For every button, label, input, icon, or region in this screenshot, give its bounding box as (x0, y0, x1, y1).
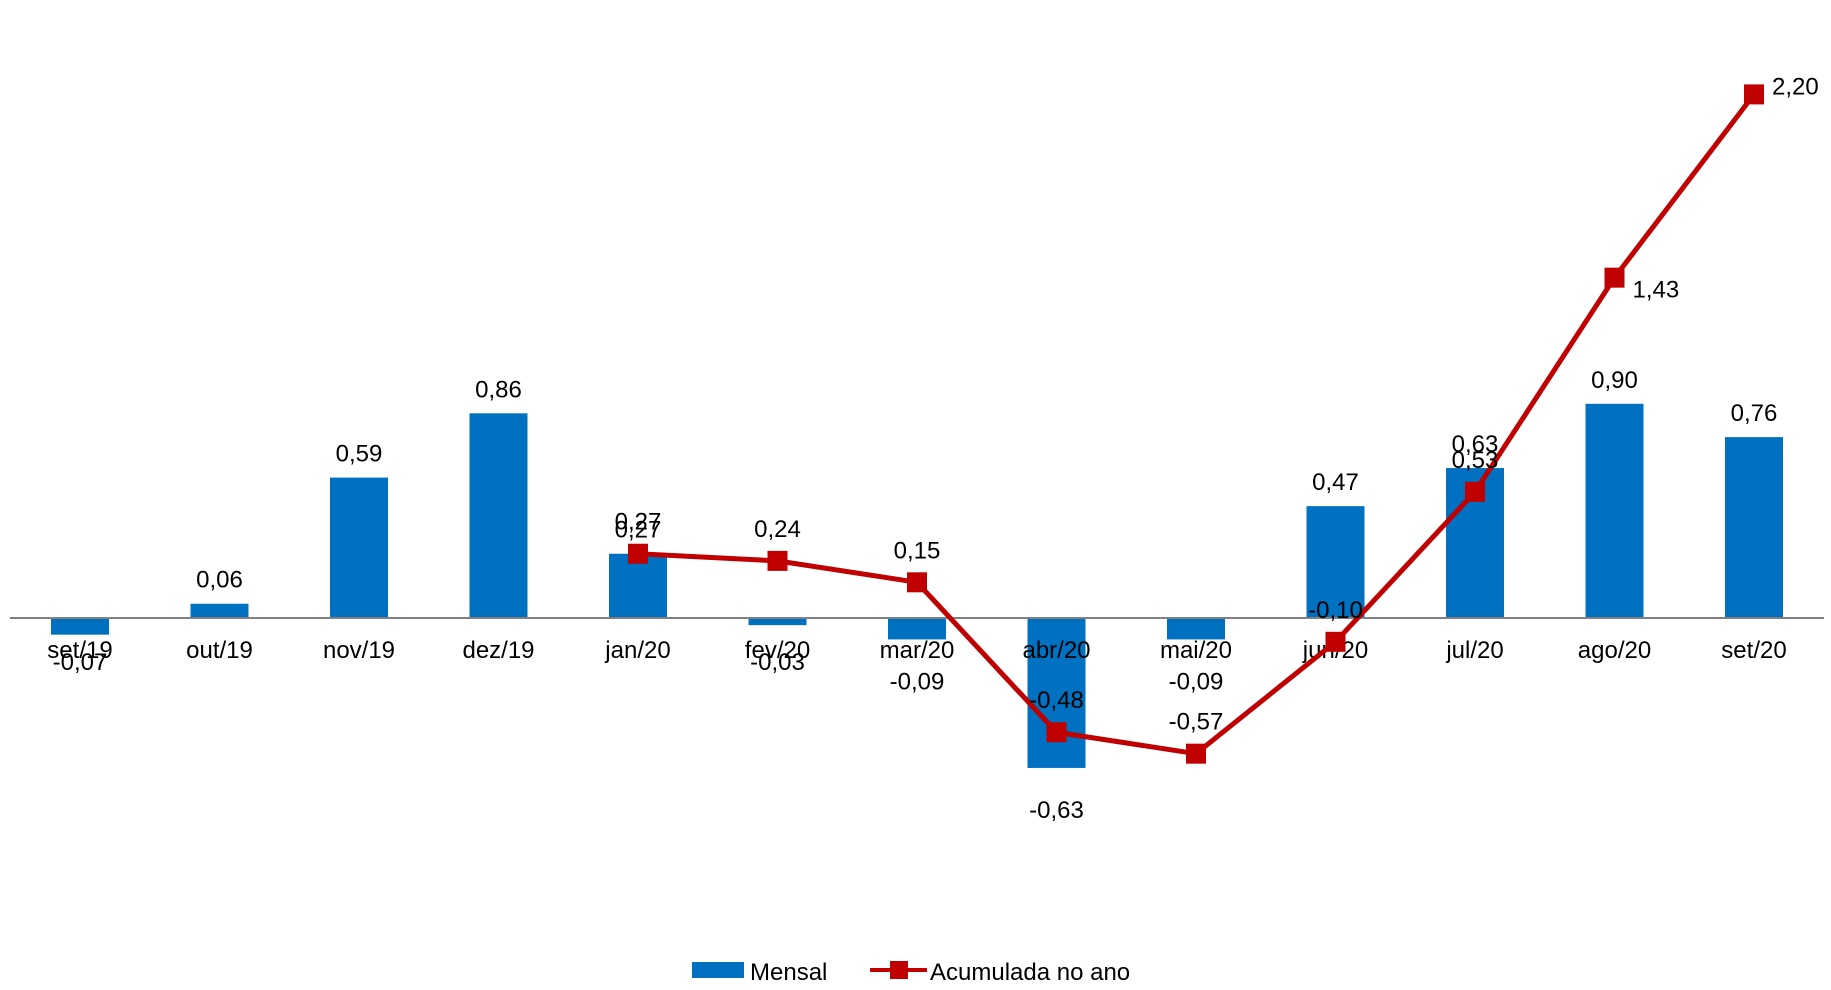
bar-ago/20 (1585, 403, 1644, 618)
line-label-set/20: 2,20 (1772, 73, 1819, 100)
bar-dez/19 (469, 413, 528, 618)
line-label-jun/20: -0,10 (1308, 597, 1363, 624)
bar-abr/20 (1027, 618, 1086, 768)
bar-label-out/19: 0,06 (196, 567, 243, 594)
x-tick-label-abr/20: abr/20 (1022, 637, 1090, 664)
line-label-mai/20: -0,57 (1169, 709, 1224, 736)
line-layer (628, 84, 1764, 764)
bars-layer (51, 403, 1783, 768)
bar-set/20 (1725, 437, 1783, 618)
x-tick-label-nov/19: nov/19 (323, 637, 395, 664)
line-label-mar/20: 0,15 (894, 537, 941, 564)
line-marker-mai/20 (1186, 743, 1206, 764)
bar-label-fev/20: -0,03 (750, 649, 805, 676)
legend-label-acumulada: Acumulada no ano (930, 959, 1130, 985)
bar-label-mai/20: -0,09 (1169, 668, 1224, 695)
x-tick-label-dez/19: dez/19 (462, 637, 534, 664)
line-label-ago/20: 1,43 (1633, 277, 1680, 304)
x-tick-label-jul/20: jul/20 (1445, 637, 1503, 664)
line-marker-ago/20 (1604, 267, 1625, 288)
bar-label-jun/20: 0,47 (1312, 469, 1359, 496)
bar-fev/20 (748, 618, 807, 626)
line-marker-jul/20 (1465, 481, 1485, 502)
bar-label-dez/19: 0,86 (475, 376, 522, 403)
line-marker-jun/20 (1325, 631, 1346, 652)
x-tick-label-fev/20: fev/20 (745, 637, 810, 664)
x-tick-label-set/20: set/20 (1721, 637, 1786, 664)
line-label-jan/20: 0,27 (615, 509, 662, 536)
bar-label-abr/20: -0,63 (1029, 797, 1084, 824)
x-tick-label-jan/20: jan/20 (604, 637, 670, 664)
bar-mai/20 (1167, 618, 1225, 640)
bar-label-set/20: 0,76 (1731, 400, 1778, 427)
x-tick-label-set/19: set/19 (47, 637, 112, 664)
bar-jun/20 (1306, 506, 1365, 618)
line-label-fev/20: 0,24 (754, 516, 801, 543)
bar-set/19 (51, 618, 109, 635)
x-tick-label-mai/20: mai/20 (1160, 637, 1232, 664)
legend-swatch-acumulada-marker (890, 961, 908, 979)
bar-label-nov/19: 0,59 (336, 441, 383, 468)
bar-label-set/19: -0,07 (53, 649, 108, 676)
data-labels: -0,07 0,06 0,59 0,86 0,27 -0,03 -0,09 -0,63 -0,0… (53, 73, 1819, 824)
bar-mar/20 (888, 618, 946, 640)
bar-out/19 (190, 603, 249, 618)
x-tick-label-out/19: out/19 (186, 637, 253, 664)
legend-label-mensal: Mensal (750, 959, 827, 985)
x-tick-label-ago/20: ago/20 (1578, 637, 1651, 664)
line-marker-set/20 (1744, 84, 1764, 105)
line-marker-mar/20 (907, 572, 927, 593)
line-label-jul/20: 0,53 (1452, 447, 1499, 474)
legend-swatch-mensal (692, 962, 744, 978)
bar-jan/20 (609, 553, 667, 618)
line-marker-jan/20 (628, 543, 648, 564)
bar-label-jan/20: 0,27 (615, 517, 662, 544)
line-marker-abr/20 (1046, 722, 1067, 743)
bar-nov/19 (330, 477, 388, 618)
bar-label-mar/20: -0,09 (890, 668, 945, 695)
bar-label-ago/20: 0,90 (1591, 367, 1638, 394)
line-label-abr/20: -0,48 (1029, 687, 1084, 714)
bar-label-jul/20: 0,63 (1452, 431, 1499, 458)
tick-labels: set/19 out/19 nov/19 dez/19 jan/20 fev/20 mar/… (47, 637, 1786, 664)
legend: Mensal Acumulada no ano (692, 959, 1130, 986)
x-tick-label-mar/20: mar/20 (880, 637, 955, 664)
line-marker-fev/20 (767, 550, 788, 571)
